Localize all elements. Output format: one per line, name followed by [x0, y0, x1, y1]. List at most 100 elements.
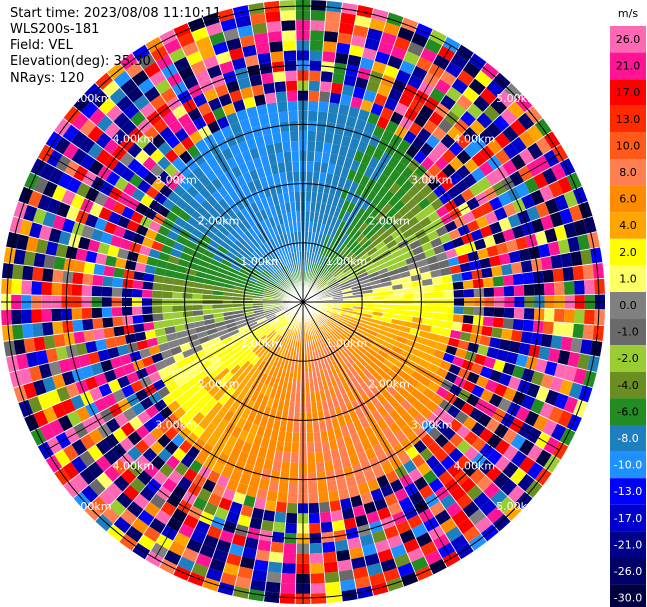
gate-cell	[279, 348, 287, 359]
gate-cell	[177, 476, 193, 491]
gate-cell	[442, 282, 454, 291]
gate-cell	[383, 492, 399, 507]
gate-cell	[325, 260, 334, 271]
gate-cell	[23, 171, 40, 191]
gate-cell	[308, 492, 319, 504]
gate-cell	[227, 325, 238, 333]
gate-cell	[191, 227, 204, 239]
gate-cell	[391, 345, 403, 355]
gate-cell	[432, 283, 444, 292]
gate-cell	[220, 465, 234, 479]
gate-cell	[212, 548, 229, 563]
gate-cell	[239, 472, 252, 486]
gate-cell	[42, 267, 54, 283]
gate-cell	[346, 202, 356, 214]
gate-cell	[254, 135, 266, 148]
gate-cell	[522, 319, 534, 333]
gate-cell	[361, 256, 372, 266]
gate-cell	[492, 513, 511, 532]
gate-cell	[307, 462, 317, 474]
gate-cell	[331, 309, 343, 314]
gate-cell	[325, 591, 343, 604]
gate-cell	[342, 466, 355, 479]
colorbar-tick-label: 6.0	[619, 193, 637, 206]
gate-cell	[313, 276, 321, 286]
gate-cell	[107, 379, 122, 394]
gate-cell	[154, 509, 172, 526]
gate-cell	[228, 267, 240, 276]
gate-cell	[359, 174, 371, 187]
ray-separator	[302, 186, 583, 303]
gate-cell	[126, 501, 144, 518]
range-ring-label: 4.00km	[453, 133, 495, 146]
colorbar-swatch	[610, 371, 646, 399]
gate-cell	[268, 250, 277, 261]
gate-cell	[400, 192, 413, 205]
range-ring-label: 1.00km	[240, 255, 282, 268]
gate-cell	[314, 329, 321, 340]
start-time: Start time: 2023/08/08 11:10:11	[10, 6, 222, 21]
gate-cell	[361, 543, 378, 557]
gate-cell	[333, 269, 343, 278]
gate-cell	[477, 176, 492, 192]
gate-cell	[407, 432, 421, 446]
gate-cell	[489, 369, 503, 383]
gate-cell	[193, 192, 206, 205]
gate-cell	[522, 271, 534, 285]
gate-cell	[403, 50, 421, 66]
gate-cell	[121, 384, 135, 399]
gate-cell	[382, 308, 394, 314]
gate-cell	[119, 238, 133, 251]
gate-cell	[121, 306, 133, 317]
gate-cell	[222, 102, 236, 116]
gate-cell	[263, 254, 273, 264]
gate-cell	[288, 401, 296, 413]
gate-cell	[337, 559, 353, 572]
gate-cell	[259, 372, 269, 384]
gate-cell	[107, 244, 120, 258]
gate-cell	[375, 332, 387, 342]
gate-cell	[229, 228, 241, 240]
gate-cell	[344, 267, 355, 276]
gate-cell	[335, 437, 346, 449]
gate-cell	[373, 303, 384, 309]
gate-cell	[322, 41, 338, 53]
gate-cell	[285, 421, 294, 433]
gate-cell	[337, 383, 347, 396]
gate-cell	[224, 279, 236, 286]
gate-cell	[310, 20, 326, 32]
gate-cell	[327, 332, 336, 342]
gate-cell	[285, 512, 298, 524]
gate-cell	[217, 267, 229, 276]
gate-cell	[208, 263, 220, 272]
gate-cell	[247, 321, 258, 329]
gate-cell	[390, 380, 403, 393]
gate-cell	[462, 61, 481, 79]
gate-cell	[146, 337, 159, 348]
ray-separator	[302, 301, 603, 342]
gate-cell	[356, 5, 374, 19]
gate-cell	[325, 275, 335, 284]
gate-cell	[225, 344, 237, 354]
gate-cell	[172, 406, 187, 420]
gate-cell	[345, 147, 357, 160]
gate-cell	[354, 472, 367, 486]
gate-cell	[377, 41, 394, 56]
gate-cell	[326, 163, 336, 175]
gate-cell	[324, 247, 332, 258]
gate-cell	[592, 324, 605, 342]
gate-cell	[314, 441, 323, 453]
gate-cell	[211, 401, 224, 414]
gate-cell	[539, 402, 555, 420]
gate-cell	[348, 275, 359, 283]
gate-cell	[542, 320, 554, 335]
gate-cell	[543, 282, 555, 296]
gate-cell	[153, 274, 165, 284]
gate-cell	[291, 252, 296, 263]
gate-cell	[446, 125, 463, 142]
gate-cell	[269, 319, 280, 327]
gate-cell	[445, 525, 463, 543]
gate-cell	[217, 349, 229, 360]
gate-cell	[92, 317, 104, 330]
gate-cell	[358, 322, 370, 329]
